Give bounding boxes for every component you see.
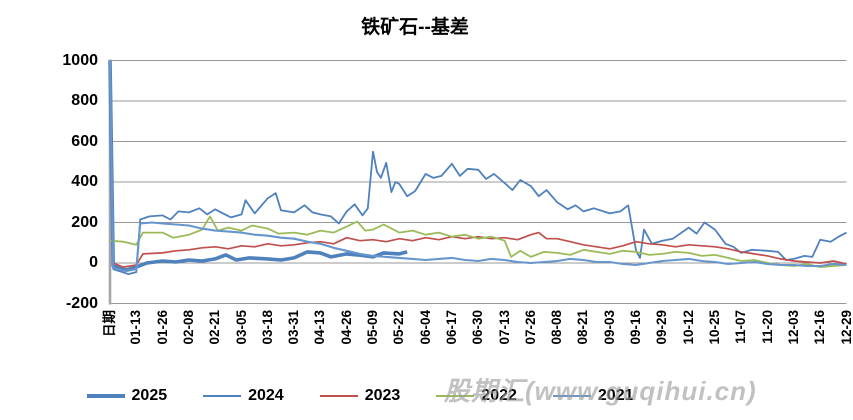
legend-label-2025: 2025: [131, 387, 168, 404]
x-axis-label-03-18: 03-18: [259, 309, 275, 345]
y-axis-label--200: -200: [65, 294, 98, 312]
y-axis-label-200: 200: [71, 213, 98, 231]
chart-title: 铁矿石--基差: [361, 17, 469, 38]
x-axis-label-12-16: 12-16: [812, 309, 828, 345]
x-axis-label-02-21: 02-21: [207, 309, 223, 345]
x-axis-label-11-20: 11-20: [759, 309, 775, 344]
legend-swatch-2021: [552, 395, 591, 397]
x-axis-label-09-29: 09-29: [654, 309, 670, 345]
legend-item-2023: 2023: [319, 387, 401, 405]
legend-label-2023: 2023: [364, 387, 401, 404]
y-axis-label-400: 400: [71, 173, 98, 190]
y-axis-label-600: 600: [71, 132, 98, 150]
legend-item-2025: 2025: [86, 387, 168, 405]
x-axis-label-09-03: 09-03: [601, 309, 617, 345]
legend-label-2021: 2021: [597, 387, 634, 404]
legend-item-2021: 2021: [552, 387, 634, 405]
legend-item-2022: 2022: [436, 387, 517, 405]
x-axis-label-04-13: 04-13: [312, 309, 328, 345]
x-axis-label-08-21: 08-21: [575, 309, 591, 345]
series-line-2023: [109, 60, 847, 268]
x-axis-label-02-08: 02-08: [180, 309, 196, 345]
x-axis-label-07-13: 07-13: [496, 309, 512, 345]
x-axis-label-12-03: 12-03: [785, 309, 801, 345]
series-line-2022: [109, 215, 847, 269]
series-line-2025: [108, 60, 408, 272]
y-axis-label-1000: 1000: [62, 51, 98, 69]
legend-swatch-2022: [436, 395, 475, 397]
x-axis-label-12-29: 12-29: [838, 309, 853, 345]
y-axis-label-800: 800: [71, 92, 98, 109]
x-axis-label-01-26: 01-26: [154, 309, 170, 345]
x-axis-label-06-17: 06-17: [443, 309, 459, 345]
x-axis-label-04-26: 04-26: [338, 309, 354, 345]
x-axis-label-11-07: 11-07: [733, 309, 749, 344]
x-axis-label-07-26: 07-26: [522, 309, 538, 345]
x-axis-label-10-12: 10-12: [680, 309, 696, 345]
x-axis-label-日期: 日期: [102, 309, 117, 337]
x-axis-label-06-30: 06-30: [470, 309, 486, 345]
legend-swatch-2023: [319, 395, 358, 397]
x-axis-label-06-04: 06-04: [417, 309, 433, 345]
legend-label-2024: 2024: [248, 387, 284, 404]
series-line-2021: [108, 60, 847, 273]
legend-swatch-2025: [86, 394, 125, 398]
legend: 2025 2024 2023 2022 2021: [0, 387, 720, 405]
x-axis-label-05-22: 05-22: [391, 309, 407, 345]
x-axis-label-09-16: 09-16: [628, 309, 644, 345]
x-axis-label-03-05: 03-05: [233, 309, 249, 345]
x-axis-label-10-25: 10-25: [706, 309, 722, 345]
x-axis-label-05-09: 05-09: [365, 309, 381, 345]
legend-label-2022: 2022: [481, 387, 517, 404]
x-axis-label-03-31: 03-31: [286, 309, 302, 345]
y-axis-label-0: 0: [89, 254, 98, 271]
x-axis-label-01-13: 01-13: [128, 309, 144, 345]
legend-swatch-2024: [203, 395, 242, 397]
legend-item-2024: 2024: [203, 387, 284, 405]
series-line-2024: [109, 60, 847, 276]
x-axis-label-08-08: 08-08: [549, 309, 565, 345]
